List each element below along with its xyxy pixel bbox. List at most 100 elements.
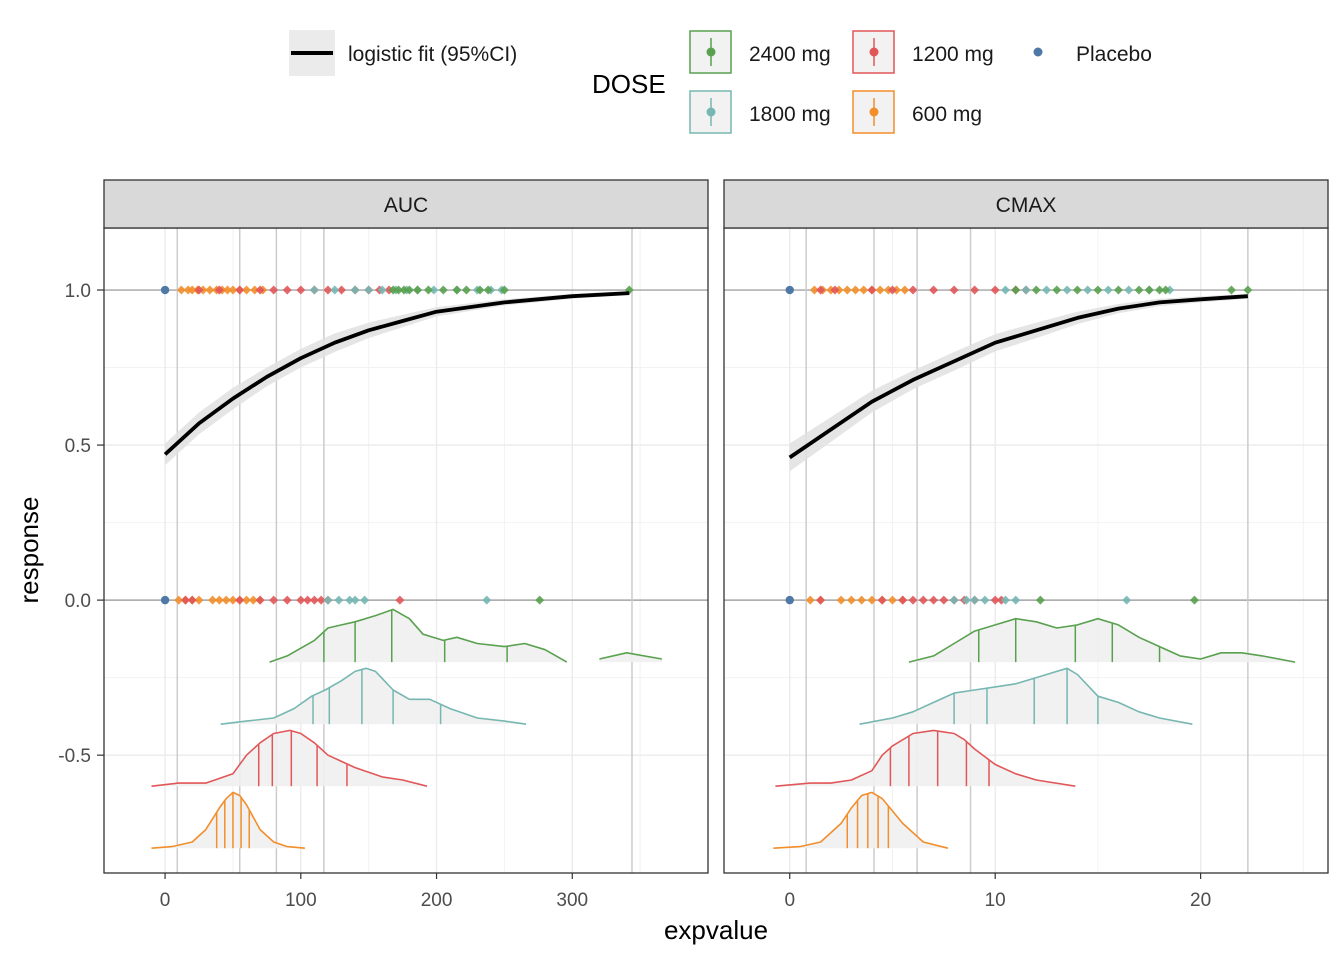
- point-2400-mg: [1093, 285, 1103, 295]
- legend-fit-label: logistic fit (95%CI): [348, 43, 517, 66]
- point-2400-mg: [1011, 285, 1021, 295]
- point-1200-mg: [887, 285, 897, 295]
- point-1200-mg: [282, 285, 292, 295]
- point-600-mg: [174, 595, 184, 605]
- point-1800-mg: [429, 285, 439, 295]
- point-1200-mg: [908, 285, 918, 295]
- point-600-mg: [187, 285, 197, 295]
- legend-key-dot-1800-mg: [706, 107, 716, 117]
- point-1800-mg: [1103, 285, 1113, 295]
- point-2400-mg: [423, 285, 433, 295]
- density-curve-2400-mg: [269, 608, 568, 663]
- point-600-mg: [242, 285, 252, 295]
- y-tick-label: 1.0: [65, 281, 91, 302]
- panel-auc: AUC 0 100 200 300: [103, 179, 709, 911]
- density-curve-1200-mg: [775, 729, 1076, 787]
- point-1200-mg: [898, 595, 908, 605]
- point-600-mg: [228, 285, 238, 295]
- point-1200-mg: [180, 595, 190, 605]
- point-1200-mg: [255, 285, 265, 295]
- point-2400-mg: [535, 595, 545, 605]
- point-600-mg: [850, 285, 860, 295]
- point-2400-mg: [1226, 285, 1236, 295]
- logistic-fit-line: [788, 294, 1249, 460]
- point-2400-mg: [404, 285, 414, 295]
- point-1800-mg: [1124, 285, 1134, 295]
- point-1200-mg: [187, 595, 197, 605]
- point-1200-mg: [323, 285, 333, 295]
- density-curve-600-mg: [151, 791, 305, 849]
- point-1800-mg: [309, 285, 319, 295]
- density-fill-600-mg: [151, 792, 305, 849]
- point-1800-mg: [1000, 595, 1010, 605]
- point-600-mg: [836, 595, 846, 605]
- density-fill-1200-mg: [151, 730, 427, 787]
- point-1200-mg: [929, 285, 939, 295]
- density-curve-2400-mg: [599, 651, 663, 660]
- legend-fit-key: [289, 30, 335, 76]
- point-2400-mg: [1161, 285, 1171, 295]
- point-1200-mg: [282, 595, 292, 605]
- point-2400-mg: [1134, 285, 1144, 295]
- point-1200-mg: [990, 285, 1000, 295]
- x-tick-label: 100: [285, 890, 317, 911]
- point-2400-mg: [475, 285, 485, 295]
- point-600-mg: [223, 285, 233, 295]
- point-1200-mg: [918, 595, 928, 605]
- point-1200-mg: [939, 595, 949, 605]
- point-600-mg: [887, 595, 897, 605]
- density-curve-1800-mg: [859, 667, 1193, 725]
- x-tick-label: 300: [556, 890, 588, 911]
- density-fill-2400-mg: [599, 652, 662, 663]
- logistic-fit-line: [163, 291, 630, 456]
- density-curve-600-mg: [773, 791, 949, 849]
- point-1800-mg: [1021, 285, 1031, 295]
- legend-key-dot-600-mg: [869, 107, 879, 117]
- point-2400-mg: [399, 285, 409, 295]
- point-1800-mg: [949, 595, 959, 605]
- point-600-mg: [214, 595, 224, 605]
- point-600-mg: [842, 285, 852, 295]
- point-600-mg: [867, 595, 877, 605]
- point-1800-mg: [377, 285, 387, 295]
- point-1800-mg: [350, 285, 360, 295]
- point-600-mg: [228, 595, 238, 605]
- point-600-mg: [805, 595, 815, 605]
- density-fill-2400-mg: [908, 618, 1296, 663]
- point-600-mg: [242, 595, 252, 605]
- point-1200-mg: [214, 285, 224, 295]
- point-600-mg: [859, 285, 869, 295]
- point-2400-mg: [1144, 285, 1154, 295]
- legend-dose-title: DOSE: [592, 69, 666, 99]
- point-placebo: [785, 285, 794, 295]
- point-1200-mg: [337, 285, 347, 295]
- density-fill-600-mg: [773, 792, 948, 849]
- point-2400-mg: [1052, 285, 1062, 295]
- point-1200-mg: [296, 595, 306, 605]
- panel-auc-strip: [103, 179, 709, 229]
- x-tick-label: 0: [160, 890, 171, 911]
- point-1800-mg: [970, 595, 980, 605]
- point-2400-mg: [452, 285, 462, 295]
- point-600-mg: [857, 595, 867, 605]
- point-2400-mg: [394, 285, 404, 295]
- point-1800-mg: [334, 595, 344, 605]
- legend-key-label-1200-mg: 1200 mg: [912, 43, 994, 66]
- point-1200-mg: [949, 285, 959, 295]
- point-600-mg: [846, 595, 856, 605]
- x-tick-label: 10: [985, 890, 1006, 911]
- point-2400-mg: [1155, 285, 1165, 295]
- point-1200-mg: [309, 595, 319, 605]
- point-1800-mg: [330, 285, 340, 295]
- point-2400-mg: [1072, 285, 1082, 295]
- point-1800-mg: [1122, 595, 1132, 605]
- panel-auc-plot: [103, 211, 709, 874]
- point-2400-mg: [438, 285, 448, 295]
- legend-dose-keys: 2400 mg 1800 mg 1200 mg 600 mg Placebo: [689, 30, 1152, 134]
- point-1200-mg: [316, 595, 326, 605]
- point-placebo: [160, 595, 170, 605]
- point-600-mg: [205, 285, 215, 295]
- point-1800-mg: [323, 595, 333, 605]
- point-1800-mg: [1083, 285, 1093, 295]
- panel-cmax-plot: [723, 211, 1329, 874]
